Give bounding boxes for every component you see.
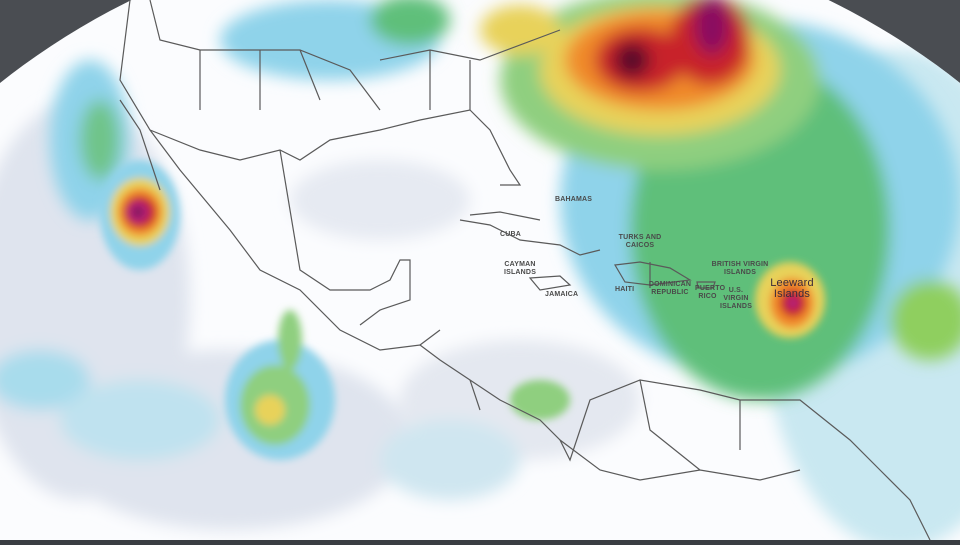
pacific-storm-2: [225, 310, 570, 460]
label-haiti: HAITI: [615, 286, 635, 293]
label-cuba: CUBA: [500, 231, 522, 238]
label-turks-caicos: TURKS AND CAICOS: [618, 234, 662, 249]
label-usvi: U.S. VIRGIN ISLANDS: [719, 287, 753, 310]
country-borders: [119, 0, 931, 541]
label-leeward-islands: Leeward Islands: [770, 277, 814, 300]
label-cayman: CAYMAN ISLANDS: [503, 261, 537, 276]
label-bahamas: BAHAMAS: [555, 196, 593, 203]
label-dominican: DOMINICAN REPUBLIC: [648, 281, 692, 296]
pacific-hurricane: [100, 160, 180, 270]
label-bvi: BRITISH VIRGIN ISLANDS: [711, 261, 769, 276]
label-puerto-rico: PUERTO RICO: [695, 285, 726, 300]
leeward-islands-storm: [755, 262, 825, 338]
atlantic-storm-system: [50, 0, 960, 400]
label-jamaica: JAMAICA: [545, 291, 579, 298]
